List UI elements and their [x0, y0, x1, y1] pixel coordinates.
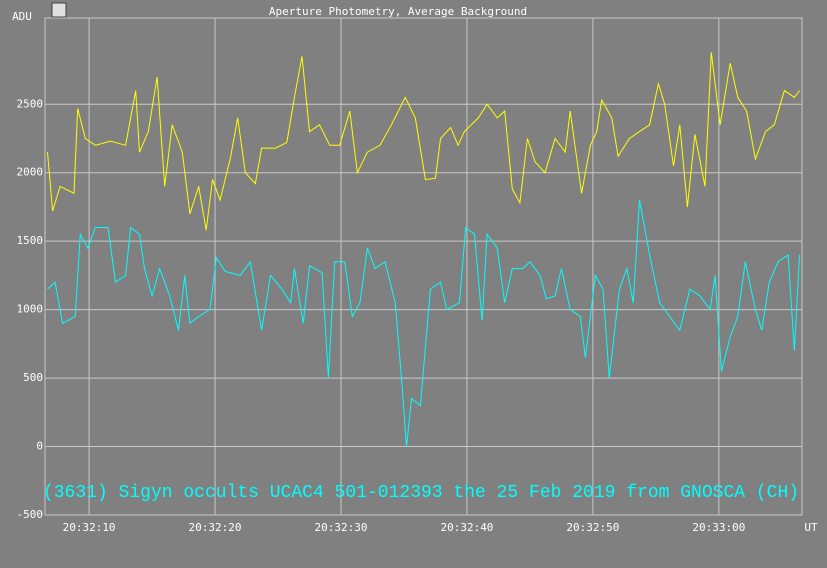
x-tick-label: 20:32:30 — [315, 521, 368, 534]
y-tick-label: -500 — [17, 508, 44, 521]
grid — [44, 17, 803, 516]
y-tick-label: 500 — [23, 371, 43, 384]
x-tick-label: 20:32:50 — [566, 521, 619, 534]
y-axis-label: ADU — [12, 10, 32, 23]
y-tick-label: 0 — [36, 440, 43, 453]
x-tick-label: 20:33:00 — [692, 521, 745, 534]
series-line — [47, 52, 800, 231]
y-tick-label: 1500 — [17, 234, 44, 247]
chart-title: Aperture Photometry, Average Background — [269, 5, 527, 18]
y-tick-label: 1000 — [17, 303, 44, 316]
x-tick-label: 20:32:20 — [189, 521, 242, 534]
y-tick-label: 2000 — [17, 166, 44, 179]
y-tick-label: 2500 — [17, 97, 44, 110]
annotation: (3631) Sigyn occults UCAC4 501-012393 th… — [43, 483, 799, 503]
lines — [47, 52, 800, 447]
x-tick-label: 20:32:40 — [440, 521, 493, 534]
icon[interactable] — [51, 2, 67, 18]
series-line — [47, 200, 800, 447]
x-axis-label: UT — [804, 521, 818, 534]
x-tick-label: 20:32:10 — [63, 521, 116, 534]
